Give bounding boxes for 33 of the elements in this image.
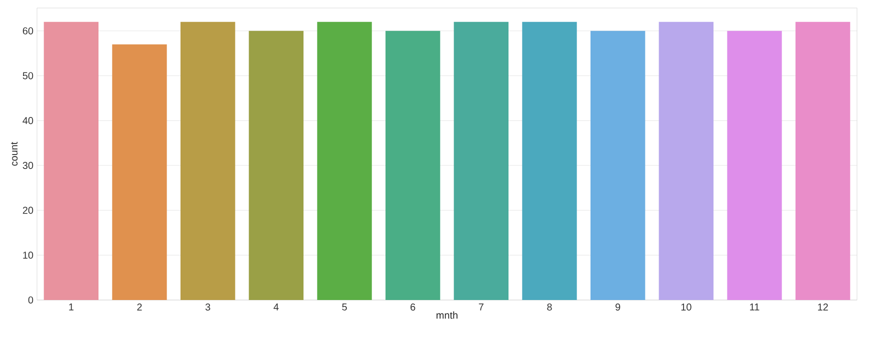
- x-tick-label: 1: [69, 304, 74, 310]
- y-tick-label: 0: [28, 296, 34, 304]
- y-tick-label: 30: [22, 162, 34, 169]
- bar: [522, 22, 577, 300]
- y-tick-label: 60: [22, 27, 34, 34]
- y-tick-label: 40: [22, 117, 34, 124]
- x-tick-label: 11: [750, 304, 760, 310]
- x-tick-label: 9: [616, 304, 620, 311]
- x-tick-label: 8: [547, 304, 552, 311]
- bar: [386, 30, 440, 300]
- x-tick-label: 4: [274, 304, 279, 310]
- x-tick-label: 10: [681, 304, 692, 311]
- bar: [454, 22, 509, 300]
- x-tick-label: 2: [137, 304, 142, 310]
- bar: [658, 22, 714, 300]
- x-tick-label: 12: [818, 304, 828, 310]
- y-tick-label: 10: [23, 252, 34, 259]
- bar: [112, 44, 167, 300]
- x-tick-label: 5: [342, 304, 347, 310]
- x-tick-label: 3: [205, 304, 210, 311]
- x-axis-title: mnth: [436, 311, 458, 319]
- bar: [796, 22, 850, 300]
- bar: [317, 22, 372, 300]
- bar: [248, 30, 304, 300]
- bar: [590, 30, 646, 300]
- y-tick-label: 50: [22, 72, 34, 80]
- y-tick-label: 20: [22, 206, 34, 214]
- y-axis-title: count: [11, 142, 18, 166]
- bar: [727, 30, 782, 300]
- x-tick-label: 6: [410, 304, 416, 311]
- bar: [44, 22, 98, 300]
- bar: [180, 22, 236, 300]
- x-tick-label: 7: [478, 304, 484, 310]
